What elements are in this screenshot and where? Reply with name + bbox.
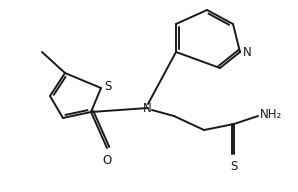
- Text: N: N: [243, 46, 252, 59]
- Text: S: S: [104, 80, 111, 94]
- Text: N: N: [143, 103, 151, 116]
- Text: S: S: [230, 160, 238, 173]
- Text: O: O: [103, 154, 112, 167]
- Text: NH₂: NH₂: [260, 108, 282, 122]
